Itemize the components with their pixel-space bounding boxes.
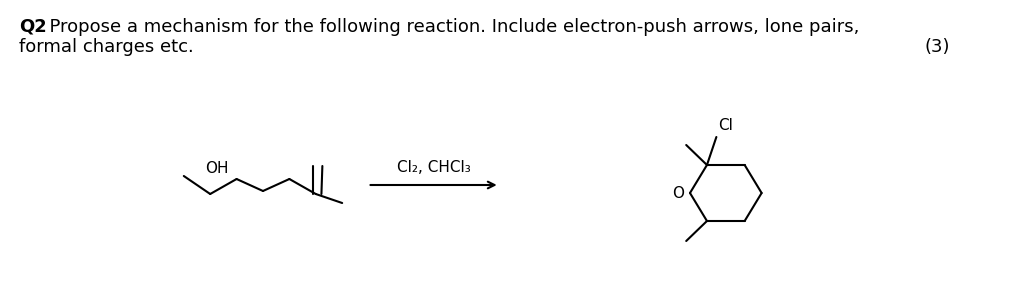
Text: Cl: Cl xyxy=(718,118,733,133)
Text: Cl₂, CHCl₃: Cl₂, CHCl₃ xyxy=(396,160,470,175)
Text: (3): (3) xyxy=(925,38,950,56)
Text: O: O xyxy=(673,186,684,201)
Text: formal charges etc.: formal charges etc. xyxy=(18,38,194,56)
Text: . Propose a mechanism for the following reaction. Include electron-push arrows, : . Propose a mechanism for the following … xyxy=(38,18,859,36)
Text: Q2: Q2 xyxy=(18,18,47,36)
Text: OH: OH xyxy=(206,161,229,176)
